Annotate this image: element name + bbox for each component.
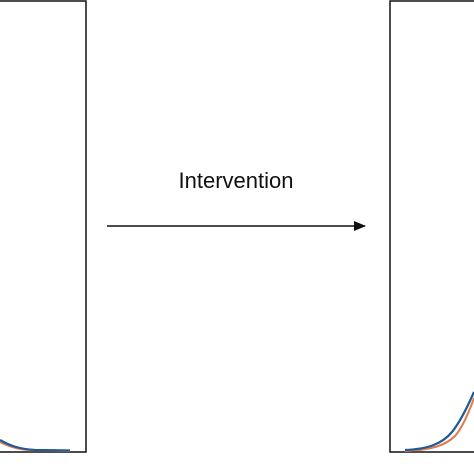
- intervention-label: Intervention: [179, 168, 294, 193]
- right-curve-orange: [404, 397, 474, 452]
- left-panel: [0, 0, 87, 453]
- left-curve-blue: [0, 439, 71, 452]
- right-panel: [389, 0, 474, 453]
- right-curve-blue: [404, 391, 474, 452]
